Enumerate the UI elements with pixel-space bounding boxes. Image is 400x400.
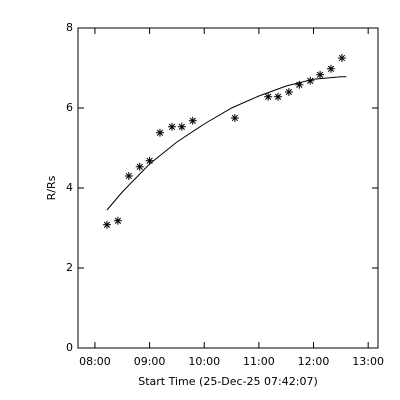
asterisk-point [145, 156, 154, 165]
y-axis-label: R/Rs [45, 175, 58, 200]
asterisk-point [135, 162, 144, 171]
x-axis-label: Start Time (25-Dec-25 07:42:07) [138, 375, 318, 388]
x-tick-label: 08:00 [79, 355, 111, 368]
fit-curve [106, 76, 347, 211]
asterisk-point [177, 122, 186, 131]
y-tick-label: 8 [66, 21, 73, 34]
asterisk-point [230, 114, 239, 122]
y-tick-label: 0 [66, 341, 73, 354]
y-tick-label: 6 [66, 101, 73, 114]
asterisk-point [155, 128, 164, 137]
x-tick-label: 13:00 [352, 355, 384, 368]
asterisk-point [327, 64, 336, 73]
asterisk-point [264, 92, 273, 101]
asterisk-point [306, 76, 315, 85]
asterisk-point [113, 216, 122, 225]
y-tick-label: 2 [66, 261, 73, 274]
x-tick-label: 09:00 [134, 355, 166, 368]
x-tick-label: 10:00 [188, 355, 220, 368]
asterisk-point [124, 172, 133, 180]
asterisk-point [284, 88, 293, 96]
asterisk-point [274, 92, 282, 101]
asterisk-point [337, 54, 346, 62]
asterisk-point [102, 220, 111, 229]
y-tick-label: 4 [66, 181, 73, 194]
asterisk-point [188, 116, 197, 125]
x-tick-label: 12:00 [298, 355, 330, 368]
asterisk-point [316, 70, 325, 79]
x-tick-label: 11:00 [243, 355, 275, 368]
asterisk-point [167, 122, 176, 131]
asterisk-point [295, 80, 304, 89]
